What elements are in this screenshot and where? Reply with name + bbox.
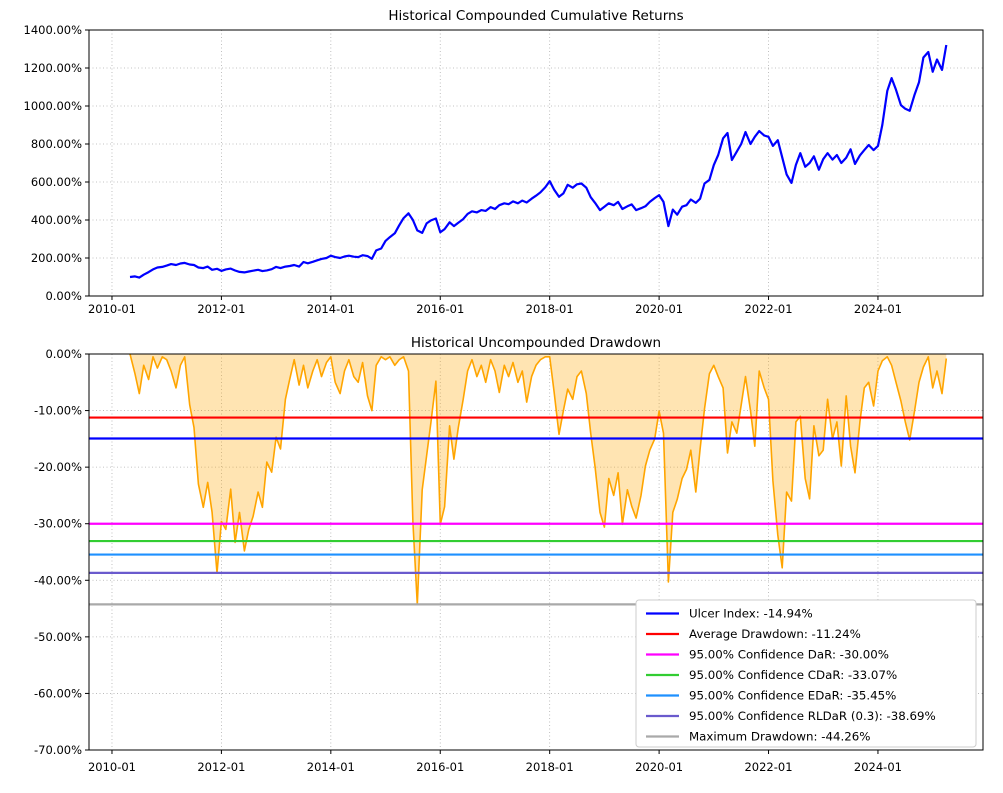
axes-spines [88,29,984,297]
y-tick-label: -10.00% [34,404,82,418]
legend-label: 95.00% Confidence CDaR: -33.07% [689,668,897,682]
y-tick-label: 200.00% [31,251,82,265]
y-tick-label: 1200.00% [24,61,83,75]
x-tick-label: 2024-01 [854,760,902,774]
cumulative-returns-title: Historical Compounded Cumulative Returns [388,8,683,24]
drawdown-title: Historical Uncompounded Drawdown [411,335,661,351]
x-tick-label: 2014-01 [307,760,355,774]
y-tick-label: 1400.00% [24,23,83,37]
x-tick-label: 2020-01 [635,302,683,316]
y-tick-label: 400.00% [31,213,82,227]
x-tick-label: 2022-01 [744,302,792,316]
legend-label: 95.00% Confidence RLDaR (0.3): -38.69% [689,709,936,723]
y-tick-label: -30.00% [34,517,82,531]
x-tick-label: 2024-01 [854,302,902,316]
y-tick-label: -20.00% [34,460,82,474]
x-tick-label: 2018-01 [526,302,574,316]
drawdown-chart: Historical Uncompounded Drawdown 0.00% -1… [34,335,984,774]
legend-label: Average Drawdown: -11.24% [689,627,861,641]
legend-label: 95.00% Confidence EDaR: -35.45% [689,689,896,703]
y-tick-label: -60.00% [34,686,82,700]
y-tick-label: 0.00% [45,347,82,361]
uncompounded-drawdown-line [129,353,948,606]
y-tick-label: -50.00% [34,630,82,644]
uncompounded-drawdown-area [130,354,947,605]
cumulative-returns-chart: Historical Compounded Cumulative Returns… [24,8,984,316]
x-tick-label: 2012-01 [197,302,245,316]
x-tick-label: 2010-01 [88,760,136,774]
legend-box [635,599,977,748]
y-tick-label: 0.00% [45,289,82,303]
y-tick-label: 800.00% [31,137,82,151]
x-tick-label: 2022-01 [744,760,792,774]
x-tick-label: 2012-01 [197,760,245,774]
x-tick-label: 2010-01 [88,302,136,316]
x-tick-label: 2018-01 [526,760,574,774]
legend-label: 95.00% Confidence DaR: -30.00% [689,648,889,662]
y-tick-label: 1000.00% [24,99,83,113]
x-tick-label: 2016-01 [416,760,464,774]
x-tick-label: 2014-01 [307,302,355,316]
x-tick-label: 2020-01 [635,760,683,774]
y-tick-label: -70.00% [34,743,82,757]
x-tick-label: 2016-01 [416,302,464,316]
y-tick-label: 600.00% [31,175,82,189]
legend-label: Maximum Drawdown: -44.26% [689,730,870,744]
compounded-cumulative-returns-line [129,44,948,279]
y-tick-label: -40.00% [34,573,82,587]
legend-label: Ulcer Index: -14.94% [689,607,813,621]
gridlines [89,29,983,297]
axes-spines [88,353,984,751]
legend: Ulcer Index: -14.94% Average Drawdown: -1… [635,599,977,748]
